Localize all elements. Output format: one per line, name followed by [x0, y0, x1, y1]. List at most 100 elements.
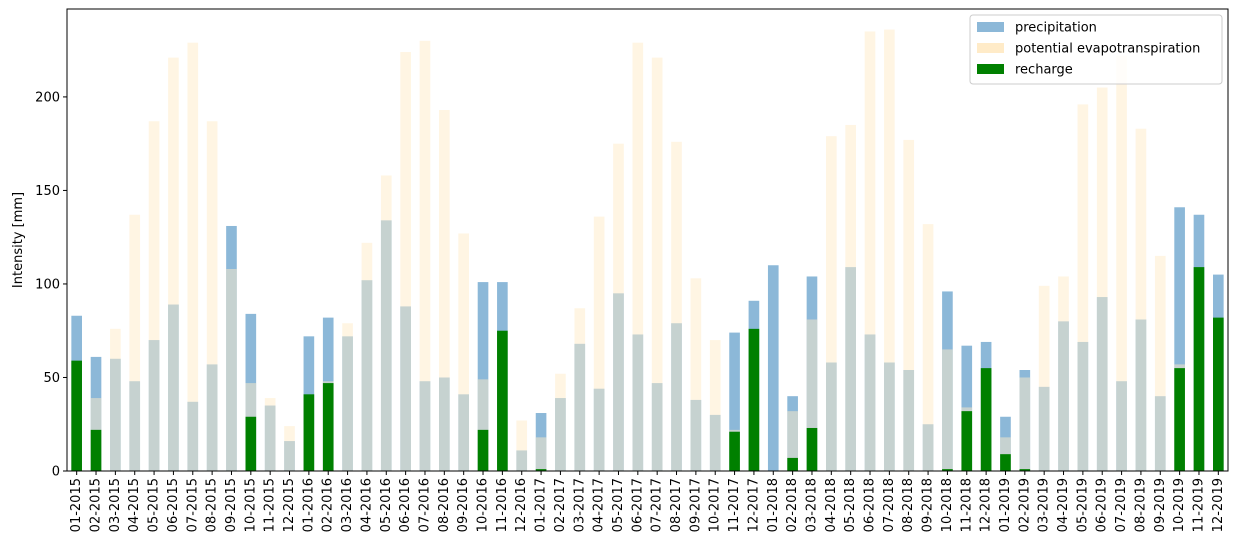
bar — [593, 216, 605, 471]
bar — [632, 42, 644, 472]
legend-label: precipitation — [1015, 21, 1097, 36]
bar — [1019, 377, 1031, 471]
x-tick-label: 07-2017 — [650, 478, 665, 532]
bar — [1174, 207, 1185, 471]
bar — [806, 319, 818, 471]
y-tick-labels: 0 50 100 150 200 — [35, 90, 60, 479]
x-tick-label: 06-2016 — [398, 478, 413, 532]
y-tick-label: 200 — [35, 90, 60, 105]
legend-label: potential evapotranspiration — [1015, 42, 1200, 57]
x-tick-label: 11-2019 — [1191, 478, 1206, 532]
x-tick-label: 02-2015 — [89, 478, 104, 532]
x-tick-label: 01-2019 — [998, 478, 1013, 532]
bar — [690, 278, 702, 471]
bar — [535, 469, 547, 471]
series-precipitation — [71, 207, 1224, 471]
x-tick-label: 08-2017 — [669, 478, 684, 532]
bar — [168, 57, 179, 471]
x-tick-label: 06-2015 — [166, 478, 181, 532]
x-tick-label: 05-2016 — [379, 478, 394, 532]
bar — [826, 136, 837, 471]
bar — [148, 121, 160, 471]
bar — [419, 40, 431, 472]
bar — [477, 282, 489, 471]
x-tick-label: 03-2017 — [572, 478, 587, 532]
x-tick-label: 08-2016 — [437, 478, 452, 532]
bar — [342, 323, 353, 471]
x-tick-label: 08-2018 — [901, 478, 916, 532]
x-tick-label: 01-2018 — [766, 478, 781, 532]
bar — [787, 411, 798, 471]
x-tick-label: 10-2017 — [708, 478, 723, 532]
bar — [1077, 104, 1089, 471]
x-tick-label: 12-2018 — [979, 478, 994, 532]
x-tick-label: 05-2018 — [843, 478, 858, 532]
bar — [226, 268, 237, 471]
x-tick-label: 11-2016 — [495, 478, 510, 532]
x-tick-label: 03-2015 — [108, 478, 123, 532]
bar — [942, 469, 953, 471]
bar — [613, 143, 624, 472]
x-tick-label: 04-2017 — [592, 478, 607, 532]
y-tick-label: 100 — [35, 277, 60, 292]
bar — [980, 368, 992, 471]
x-tick-labels: 01-2015 02-2015 03-2015 04-2015 05-2015 06-20… — [69, 478, 1226, 532]
x-tick-label: 12-2015 — [282, 478, 297, 532]
x-tick-label: 07-2016 — [417, 478, 432, 532]
bars-layer — [71, 29, 1224, 472]
bar — [864, 31, 876, 471]
x-tick-label: 02-2016 — [321, 478, 336, 532]
x-tick-label: 03-2018 — [804, 478, 819, 532]
x-tick-label: 10-2019 — [1172, 478, 1187, 532]
bar — [961, 411, 973, 471]
x-tick-label: 09-2018 — [921, 478, 936, 532]
x-tick-label: 06-2017 — [630, 478, 645, 532]
bar — [361, 242, 373, 471]
x-tick-label: 10-2016 — [476, 478, 491, 532]
bar — [245, 416, 257, 471]
bar — [922, 224, 934, 471]
bar — [477, 379, 489, 471]
legend-box — [969, 14, 1223, 85]
bar — [71, 360, 82, 471]
x-tick-label: 07-2018 — [882, 478, 897, 532]
bar — [129, 214, 141, 471]
bar — [1000, 454, 1011, 471]
bar — [1019, 469, 1031, 471]
bar — [497, 330, 508, 471]
x-tick-label: 02-2018 — [785, 478, 800, 532]
x-tick-label: 09-2019 — [1153, 478, 1168, 532]
bar — [767, 265, 779, 471]
x-tick-label: 04-2018 — [824, 478, 839, 532]
x-tick-label: 02-2017 — [553, 478, 568, 532]
bar — [903, 139, 915, 471]
x-tick-label: 06-2018 — [863, 478, 878, 532]
bar — [574, 308, 586, 471]
series-potential-evapotranspiration — [71, 29, 1224, 472]
bar — [787, 457, 798, 471]
bar — [264, 398, 276, 471]
bar — [439, 110, 450, 471]
bar — [1038, 285, 1050, 471]
x-tick-label: 12-2019 — [1211, 478, 1226, 532]
x-tick-label: 03-2019 — [1037, 478, 1052, 532]
bar — [729, 431, 740, 471]
x-tick-label: 07-2019 — [1114, 478, 1129, 532]
x-tick-label: 06-2019 — [1095, 478, 1110, 532]
x-tick-label: 08-2019 — [1133, 478, 1148, 532]
x-tick-label: 10-2015 — [243, 478, 258, 532]
x-tick-label: 05-2019 — [1075, 478, 1090, 532]
axes-layer — [63, 8, 1229, 475]
x-tick-label: 03-2016 — [340, 478, 355, 532]
y-tick-label: 50 — [43, 371, 60, 386]
series-recharge — [71, 267, 1224, 471]
bar — [651, 57, 663, 471]
x-tick-label: 05-2017 — [611, 478, 626, 532]
y-tick-label: 150 — [35, 184, 60, 199]
x-tick-label: 12-2016 — [514, 478, 529, 532]
legend: precipitation potential evapotranspiratio… — [969, 14, 1223, 85]
bar — [942, 349, 953, 471]
bar — [1096, 87, 1108, 471]
bar — [477, 429, 489, 471]
